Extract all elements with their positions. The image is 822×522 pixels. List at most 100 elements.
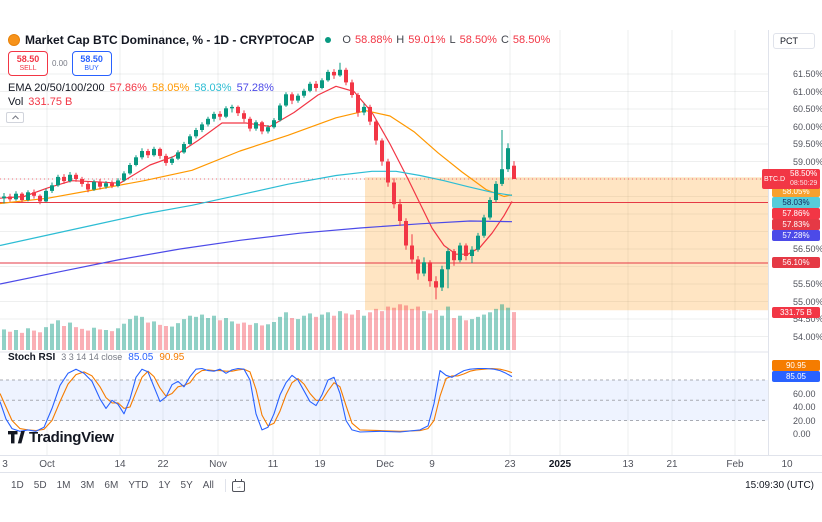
time-axis-label: 21	[666, 459, 678, 470]
ema-value: 57.28%	[236, 82, 274, 94]
range-buttons: 1D 5D 1M 3M 6M YTD 1Y 5Y All	[6, 477, 219, 494]
ohlc-values: O 58.88% H 59.01% L 58.50% C 58.50%	[342, 34, 554, 46]
time-axis-label: 2025	[548, 459, 572, 470]
range-button-1d[interactable]: 1D	[11, 480, 24, 491]
vol-label: Vol	[8, 96, 24, 108]
price-label-chip: 58.05%	[772, 186, 820, 197]
time-axis-label: Feb	[726, 459, 744, 470]
sell-label: SELL	[19, 64, 37, 72]
buy-price: 58.50	[80, 53, 103, 64]
time-axis-label: 22	[157, 459, 169, 470]
close-value: 58.50%	[512, 34, 551, 46]
price-tick: 54.50%	[793, 314, 822, 324]
stoch-rsi-params: 3 3 14 14 close	[61, 352, 123, 362]
range-button-6m[interactable]: 6M	[104, 480, 119, 491]
low-value: 58.50%	[459, 34, 497, 46]
time-axis-label: Oct	[39, 459, 55, 470]
time-axis-label: Dec	[376, 459, 394, 470]
stoch-tick: 0.00	[793, 429, 811, 439]
price-label-chip: 56.10%	[772, 257, 820, 268]
time-axis-label: 23	[504, 459, 516, 470]
price-label-chip: 331.75 B	[772, 307, 820, 318]
volume-indicator-row[interactable]: Vol 331.75 B	[8, 96, 72, 108]
current-price-label: BTC.D 58.50% 08:50:29	[762, 169, 821, 189]
calendar-icon	[231, 481, 245, 492]
open-label: O	[342, 34, 351, 46]
symbol-tag: BTC.D	[762, 169, 787, 189]
price-tick: 55.50%	[793, 279, 822, 289]
time-axis-label: 13	[622, 459, 634, 470]
price-label-chip: 57.28%	[772, 230, 820, 241]
market-status-dot	[325, 37, 332, 43]
time-axis-label: 10	[781, 459, 793, 470]
price-chart-canvas[interactable]	[0, 30, 768, 455]
time-axis-label: 3	[2, 459, 8, 470]
range-button-3m[interactable]: 3M	[80, 480, 95, 491]
open-value: 58.88%	[354, 34, 393, 46]
price-tick: 61.00%	[793, 86, 822, 97]
stoch-rsi-title: Stoch RSI	[8, 352, 56, 363]
stoch-tick: 20.00	[793, 415, 816, 426]
range-button-ytd[interactable]: YTD	[128, 480, 149, 491]
buy-button[interactable]: 58.50 BUY	[71, 51, 112, 76]
time-axis-label: Nov	[209, 459, 227, 470]
ema-label: EMA 20/50/100/200	[8, 82, 105, 94]
last-price-and-countdown: 58.50% 08:50:29	[787, 169, 821, 189]
range-button-1m[interactable]: 1M	[56, 480, 71, 491]
time-axis-label: 14	[114, 459, 126, 470]
collapse-pane-button[interactable]	[6, 112, 24, 123]
price-label-chip: 57.86%	[772, 208, 820, 219]
spread-value: 0.00	[52, 59, 68, 68]
price-tick: 54.00%	[793, 331, 822, 342]
tradingview-logo-text: TradingView	[29, 429, 114, 446]
stoch-d-value: 90.95	[159, 352, 185, 363]
sell-button[interactable]: 58.50 SELL	[8, 51, 48, 76]
high-label: H	[396, 34, 405, 46]
range-button-1y[interactable]: 1Y	[158, 480, 171, 491]
price-tick: 60.50%	[793, 104, 822, 114]
price-scale-unit-button[interactable]: PCT	[773, 33, 815, 49]
toolbar-divider	[224, 479, 226, 492]
tradingview-logo[interactable]: TradingView	[8, 429, 114, 446]
time-axis-label: 11	[267, 459, 279, 470]
symbol-title[interactable]: Market Cap BTC Dominance, % - 1D - CRYPT…	[25, 33, 315, 47]
ema-value: 57.86%	[109, 82, 147, 94]
ema-values: 57.86% 58.05% 58.03% 57.28%	[110, 82, 279, 94]
price-label-chip: 57.83%	[772, 219, 820, 230]
stoch-k-value: 85.05	[128, 352, 154, 363]
price-tick: 59.00%	[793, 156, 822, 167]
price-label-chip: 85.05	[772, 371, 820, 382]
price-tick: 56.50%	[793, 244, 822, 254]
stoch-tick: 60.00	[793, 388, 816, 399]
go-to-date-button[interactable]: →	[231, 479, 246, 492]
trade-panel: 58.50 SELL 0.00 58.50 BUY	[8, 51, 112, 76]
cryptocap-coin-icon	[8, 34, 20, 46]
stoch-tick: 40.00	[793, 402, 816, 412]
symbol-header: Market Cap BTC Dominance, % - 1D - CRYPT…	[8, 33, 554, 47]
stoch-rsi-header[interactable]: Stoch RSI 3 3 14 14 close 85.05 90.95	[8, 352, 184, 363]
bottom-toolbar: 1D 5D 1M 3M 6M YTD 1Y 5Y All → 15:09:30 (UTC)	[0, 472, 822, 498]
time-axis-label: 19	[314, 459, 326, 470]
range-button-5d[interactable]: 5D	[33, 480, 47, 491]
price-tick: 59.50%	[793, 139, 822, 149]
buy-label: BUY	[84, 64, 99, 72]
range-button-5y[interactable]: 5Y	[180, 480, 193, 491]
price-tick: 55.00%	[793, 296, 822, 307]
ema-value: 58.03%	[194, 82, 232, 94]
ema-value: 58.05%	[151, 82, 190, 94]
vol-value: 331.75 B	[28, 96, 73, 108]
price-label-chip: 58.03%	[772, 197, 820, 208]
close-label: C	[500, 34, 509, 46]
ema-indicator-row[interactable]: EMA 20/50/100/200 57.86% 58.05% 58.03% 57.2…	[8, 82, 279, 94]
tradingview-mark-icon	[8, 431, 25, 444]
clock-timestamp: 15:09:30 (UTC)	[745, 480, 814, 491]
price-scale[interactable]: PCT ⚙ 61.50%61.00%60.50%60.00%59.50%59.0…	[762, 30, 822, 470]
high-value: 59.01%	[408, 34, 446, 46]
time-axis-label: 9	[429, 459, 435, 470]
chevron-up-icon	[11, 115, 19, 120]
low-label: L	[449, 34, 456, 46]
time-axis[interactable]: 3 Oct 14 22 Nov 11 19 Dec 9 23 2025 13 21 Feb 10	[0, 455, 822, 472]
price-tick: 61.50%	[793, 69, 822, 79]
range-button-all[interactable]: All	[202, 480, 214, 491]
